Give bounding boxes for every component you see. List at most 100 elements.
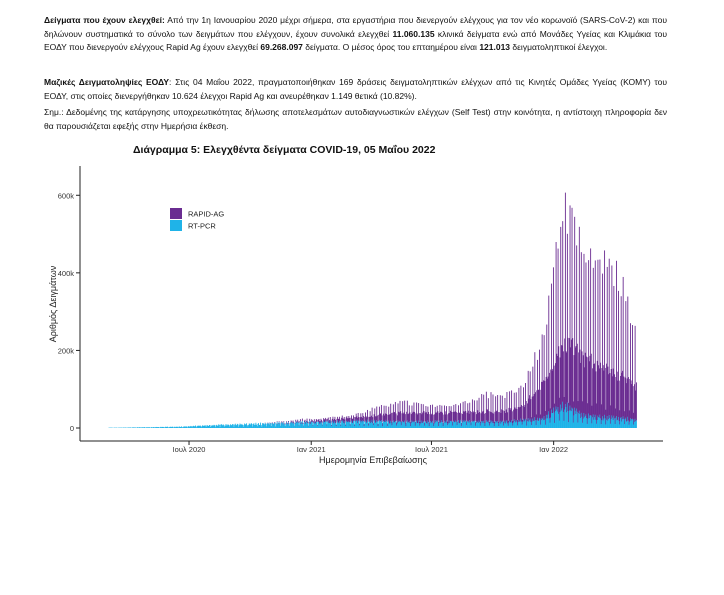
bar-rt-pcr — [525, 420, 527, 428]
bar-rt-pcr — [194, 426, 196, 428]
bar-rapid-ag — [354, 424, 356, 426]
bar-rt-pcr — [341, 420, 343, 428]
bar-rt-pcr — [495, 421, 497, 428]
bar-rt-pcr — [269, 422, 271, 428]
bar-rt-pcr — [600, 424, 602, 428]
bar-rapid-ag — [489, 411, 491, 424]
bar-rapid-ag — [375, 416, 377, 423]
bar-rt-pcr — [477, 422, 479, 428]
bar-rt-pcr — [425, 421, 427, 428]
bar-rapid-ag — [540, 414, 542, 425]
bar-rt-pcr — [581, 416, 583, 428]
bar-rt-pcr — [467, 421, 469, 428]
bar-rapid-ag — [447, 421, 449, 426]
bar-rt-pcr — [594, 417, 596, 428]
bar-rapid-ag — [624, 377, 626, 420]
bar-rt-pcr — [238, 426, 240, 428]
bar-rapid-ag — [505, 409, 507, 422]
bar-rapid-ag — [374, 416, 376, 423]
bar-rt-pcr — [460, 421, 462, 428]
bar-rapid-ag — [527, 403, 528, 422]
bar-rt-pcr — [146, 427, 148, 428]
bar-rt-pcr — [432, 423, 434, 428]
bar-rapid-ag — [438, 412, 440, 424]
bar-rt-pcr — [245, 424, 247, 428]
bar-rt-pcr — [270, 423, 271, 428]
bar-rt-pcr — [438, 423, 440, 428]
bar-rapid-ag — [304, 419, 306, 422]
bar-rt-pcr — [294, 424, 296, 428]
bar-rt-pcr — [493, 423, 495, 428]
bar-rt-pcr — [458, 419, 459, 428]
bar-rapid-ag — [558, 397, 560, 421]
bar-rapid-ag — [390, 403, 392, 421]
bar-rapid-ag — [402, 413, 404, 423]
bar-rapid-ag — [573, 355, 575, 416]
bar-rapid-ag — [565, 351, 567, 407]
bar-rapid-ag — [612, 376, 613, 418]
bar-rt-pcr — [631, 419, 633, 428]
bar-rt-pcr — [562, 411, 564, 428]
bar-rapid-ag — [589, 355, 591, 416]
bar-rapid-ag — [537, 359, 538, 418]
bar-rt-pcr — [164, 427, 166, 428]
bar-rt-pcr — [191, 426, 192, 428]
bar-rt-pcr — [416, 423, 418, 428]
bar-rt-pcr — [446, 423, 448, 428]
tested-samples-label: Δείγματα που έχουν ελεγχθεί: — [44, 15, 165, 25]
bar-rt-pcr — [239, 423, 241, 428]
bar-rt-pcr — [138, 427, 140, 428]
bar-rt-pcr — [148, 427, 150, 428]
bar-rt-pcr — [420, 423, 422, 428]
bar-rapid-ag — [449, 413, 451, 423]
bar-rt-pcr — [234, 423, 236, 428]
bar-rapid-ag — [349, 417, 350, 423]
bar-rt-pcr — [569, 405, 571, 428]
bar-rt-pcr — [151, 427, 153, 428]
bar-rt-pcr — [442, 422, 443, 428]
bar-rapid-ag — [347, 418, 349, 423]
bar-rapid-ag — [553, 365, 555, 413]
bar-rt-pcr — [458, 422, 460, 428]
bar-rt-pcr — [383, 420, 385, 428]
bar-rt-pcr — [578, 413, 580, 428]
bar-rapid-ag — [520, 385, 522, 419]
bar-rt-pcr — [254, 424, 256, 428]
bar-rapid-ag — [497, 412, 499, 423]
bar-rt-pcr — [545, 424, 546, 428]
bar-rapid-ag — [368, 423, 370, 426]
bar-rt-pcr — [575, 414, 577, 428]
bar-rapid-ag — [482, 410, 484, 424]
bar-rt-pcr — [606, 419, 608, 428]
bar-rt-pcr — [427, 420, 429, 428]
bar-rapid-ag — [357, 412, 359, 420]
bar-rapid-ag — [615, 376, 617, 418]
bar-rapid-ag — [422, 412, 424, 424]
bar-rt-pcr — [297, 422, 299, 428]
bar-rt-pcr — [313, 421, 315, 428]
bar-rt-pcr — [419, 425, 421, 428]
bar-rapid-ag — [617, 380, 619, 420]
bar-rapid-ag — [297, 419, 299, 422]
bar-rt-pcr — [596, 423, 598, 428]
bar-rt-pcr — [335, 425, 337, 428]
bar-rapid-ag — [548, 295, 550, 412]
bar-rapid-ag — [365, 416, 367, 422]
bar-rt-pcr — [450, 421, 451, 428]
bar-rt-pcr — [464, 420, 466, 428]
bar-rt-pcr — [329, 420, 331, 428]
bar-rt-pcr — [208, 425, 210, 428]
bar-rt-pcr — [308, 423, 310, 428]
bar-rapid-ag — [277, 423, 279, 425]
bar-rapid-ag — [418, 403, 420, 421]
x-tick-label: Ιουλ 2020 — [173, 445, 206, 454]
bar-rapid-ag — [301, 418, 303, 421]
bar-rt-pcr — [373, 421, 375, 428]
bar-rapid-ag — [313, 421, 315, 424]
bar-rt-pcr — [586, 418, 588, 428]
x-axis-label: Ημερομηνία Επιβεβαίωσης — [319, 455, 428, 465]
bar-rt-pcr — [487, 421, 489, 428]
bar-rt-pcr — [331, 422, 333, 428]
bar-rapid-ag — [605, 409, 607, 425]
bar-rt-pcr — [179, 426, 180, 428]
